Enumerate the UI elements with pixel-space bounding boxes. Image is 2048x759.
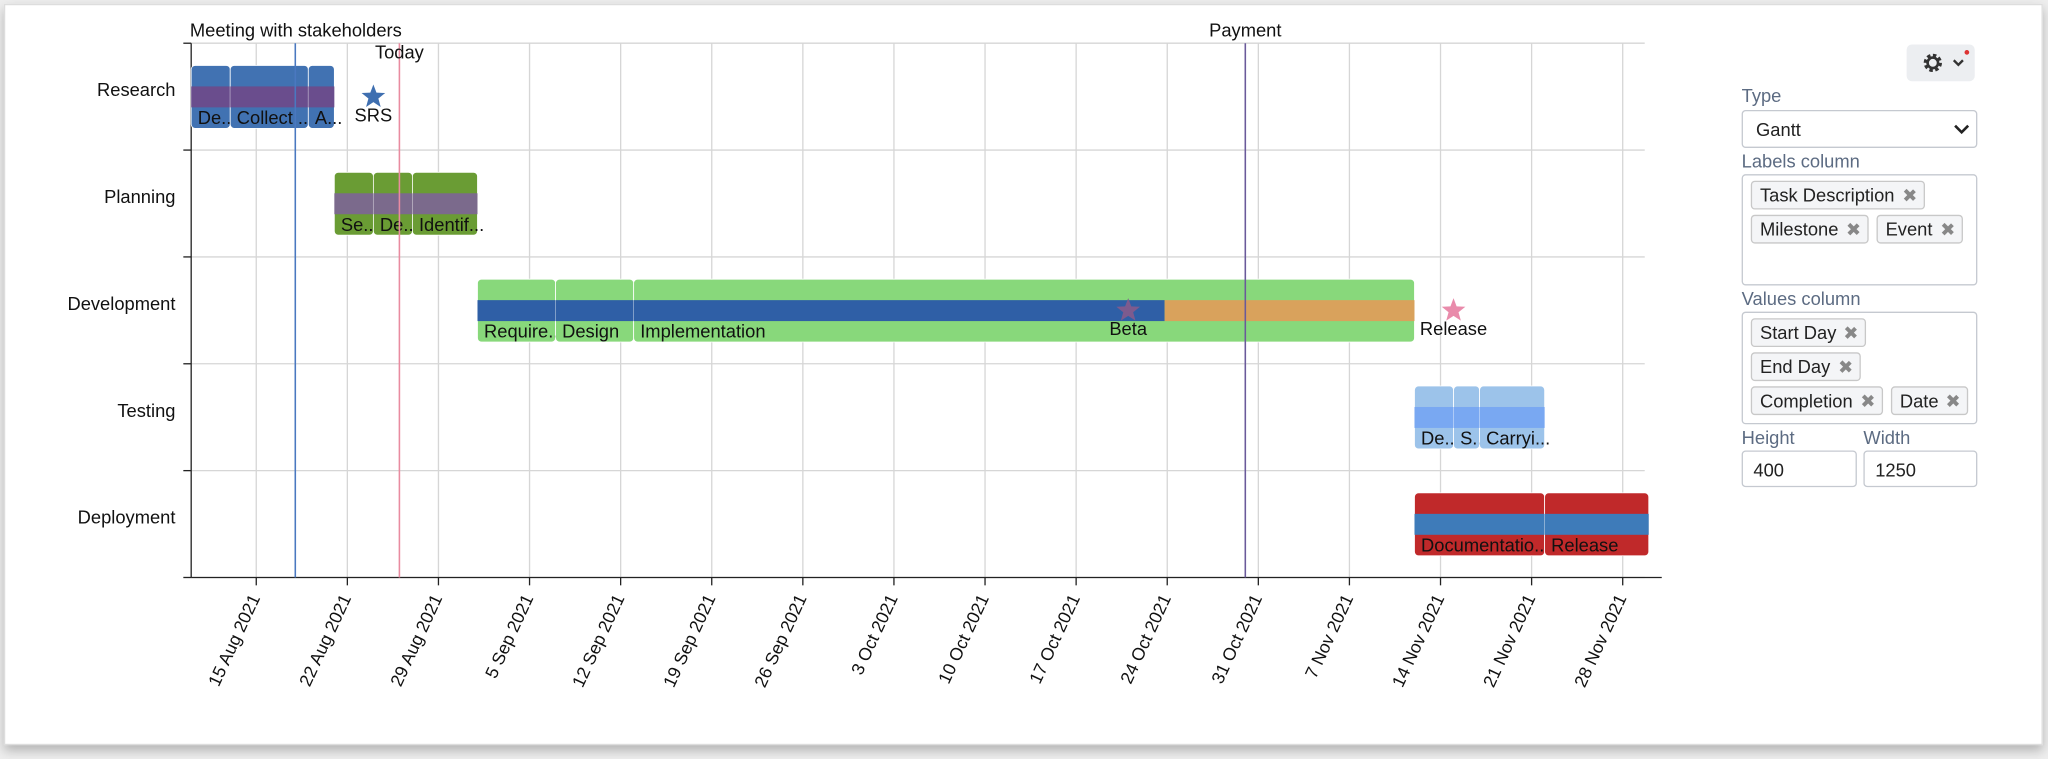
chip-text: Start Day xyxy=(1759,322,1837,344)
chip[interactable]: Task Description xyxy=(1750,180,1925,210)
task-remaining xyxy=(1164,300,1415,322)
task-completion xyxy=(1479,406,1545,428)
x-tick-label: 15 Aug 2021 xyxy=(204,591,264,689)
labels-label: Labels column xyxy=(1741,150,1860,172)
x-tick-label: 31 Oct 2021 xyxy=(1207,591,1266,687)
row-label: Research xyxy=(97,79,175,100)
remove-icon[interactable] xyxy=(1946,394,1959,407)
chip[interactable]: Start Day xyxy=(1750,318,1867,348)
milestone-star xyxy=(1116,298,1141,321)
remove-icon[interactable] xyxy=(1902,189,1915,202)
remove-icon[interactable] xyxy=(1861,394,1874,407)
task-completion xyxy=(1414,406,1454,428)
row-label: Deployment xyxy=(78,507,176,528)
values-box[interactable]: Start Day End Day Completion Date xyxy=(1741,311,1978,425)
type-label: Type xyxy=(1741,85,1782,107)
task-completion xyxy=(1544,513,1649,535)
labels-box[interactable]: Task Description Milestone Event xyxy=(1741,174,1978,286)
task-label: Design xyxy=(562,321,619,342)
chip[interactable]: Event xyxy=(1876,214,1963,244)
event-label: Payment xyxy=(1209,19,1281,40)
type-select[interactable]: Gantt xyxy=(1741,109,1978,148)
task-completion xyxy=(230,86,309,108)
x-tick-label: 24 Oct 2021 xyxy=(1116,591,1175,687)
gear-icon xyxy=(1923,50,1970,73)
height-label: Height xyxy=(1741,426,1795,448)
task-label: De... xyxy=(198,107,237,128)
task-completion xyxy=(555,300,634,322)
x-tick-label: 5 Sep 2021 xyxy=(481,591,537,681)
task-completion xyxy=(373,193,413,215)
x-tick-label: 3 Oct 2021 xyxy=(847,591,902,678)
x-tick-label: 26 Sep 2021 xyxy=(750,591,810,690)
task-completion xyxy=(334,193,374,215)
task-completion xyxy=(191,86,231,108)
row-label: Development xyxy=(67,293,175,314)
remove-icon[interactable] xyxy=(1940,223,1953,236)
task-label: Release xyxy=(1551,534,1618,555)
remove-icon[interactable] xyxy=(1846,223,1859,236)
task-completion xyxy=(477,300,556,322)
type-value: Gantt xyxy=(1756,119,1801,141)
task-label: De... xyxy=(1421,428,1460,449)
x-tick-label: 28 Nov 2021 xyxy=(1570,591,1630,690)
task-label: Require... xyxy=(484,321,563,342)
width-label: Width xyxy=(1863,426,1911,448)
chip[interactable]: Milestone xyxy=(1750,214,1869,244)
task-label: Documentatio... xyxy=(1421,534,1549,555)
chip-text: Task Description xyxy=(1759,184,1895,206)
chip-text: End Day xyxy=(1759,356,1831,378)
task-completion xyxy=(308,86,335,108)
x-tick-label: 12 Sep 2021 xyxy=(568,591,628,690)
chart: 15 Aug 2021 22 Aug 2021 29 Aug 2021 5 Sep 2… xyxy=(67,19,1662,690)
values-label: Values column xyxy=(1741,288,1861,310)
chip[interactable]: Date xyxy=(1890,386,1969,416)
task-label: Se... xyxy=(341,214,379,235)
height-input[interactable]: 400 xyxy=(1741,450,1857,488)
chip-text: Event xyxy=(1885,218,1933,240)
chip-text: Date xyxy=(1899,390,1939,412)
width-input[interactable]: 1250 xyxy=(1863,450,1978,488)
task-completion xyxy=(1453,406,1480,428)
x-tick-label: 14 Nov 2021 xyxy=(1388,591,1448,690)
task-label: Collect ... xyxy=(237,107,313,128)
milestone-star xyxy=(1441,298,1466,321)
task-label: A... xyxy=(315,107,343,128)
chip[interactable]: End Day xyxy=(1750,352,1861,382)
chip-text: Milestone xyxy=(1759,218,1839,240)
task-completion xyxy=(412,193,478,215)
chip-text: Completion xyxy=(1759,390,1853,412)
x-tick-label: 19 Sep 2021 xyxy=(659,591,719,690)
task-completion xyxy=(1414,513,1545,535)
x-tick-label: 22 Aug 2021 xyxy=(295,591,355,689)
remove-icon[interactable] xyxy=(1844,326,1857,339)
settings-button[interactable] xyxy=(1906,44,1975,82)
x-tick-label: 10 Oct 2021 xyxy=(934,591,993,687)
task-completion xyxy=(633,300,1165,322)
card xyxy=(3,3,2043,746)
remove-icon[interactable] xyxy=(1838,360,1851,373)
row-label: Planning xyxy=(104,186,175,207)
x-tick-label: 21 Nov 2021 xyxy=(1479,591,1539,690)
milestone-label: SRS xyxy=(355,104,393,125)
chip[interactable]: Completion xyxy=(1750,386,1883,416)
task-label: Identif... xyxy=(419,214,484,235)
event-label: Today xyxy=(375,42,425,63)
row-label: Testing xyxy=(117,400,175,421)
event-label: Meeting with stakeholders xyxy=(190,19,402,40)
task-label: Carryi... xyxy=(1486,428,1550,449)
x-tick-label: 17 Oct 2021 xyxy=(1025,591,1084,687)
chevron xyxy=(1954,124,1970,135)
milestone-label: Release xyxy=(1420,318,1487,339)
milestone-label: Beta xyxy=(1109,318,1148,339)
task-label: Implementation xyxy=(640,321,765,342)
x-tick-label: 7 Nov 2021 xyxy=(1301,591,1357,681)
milestone-star xyxy=(361,84,386,107)
x-tick-label: 29 Aug 2021 xyxy=(386,591,446,689)
